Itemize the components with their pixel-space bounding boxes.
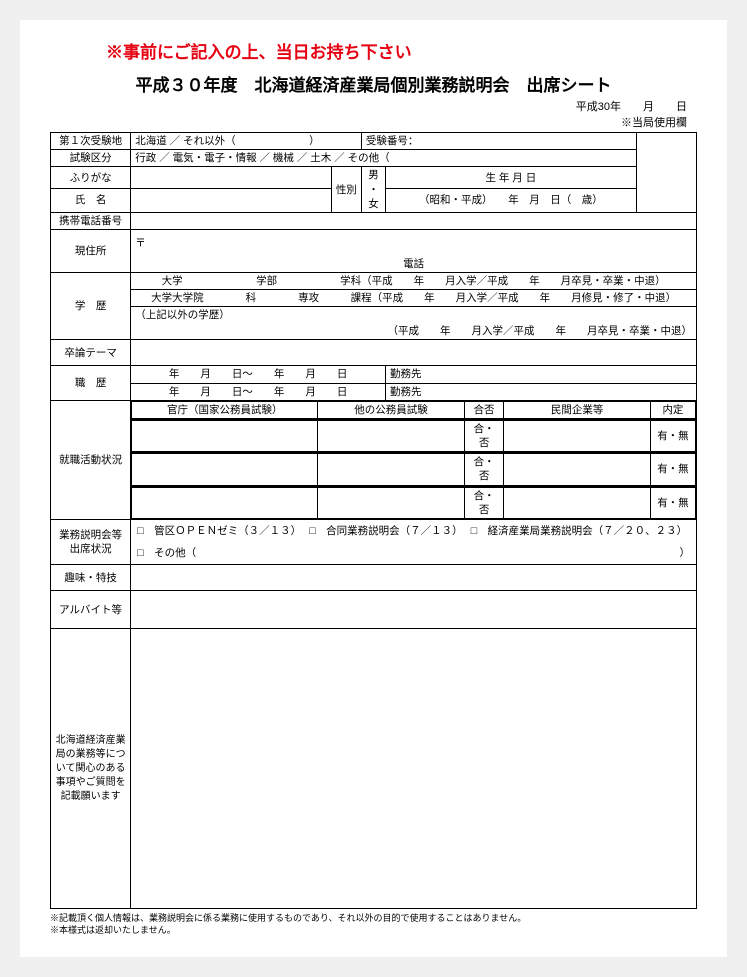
- name-label: 氏 名: [51, 188, 131, 212]
- interest-field[interactable]: [131, 629, 697, 909]
- jh-r1-c1[interactable]: [132, 420, 318, 451]
- thesis-field[interactable]: [131, 340, 697, 366]
- jh-r2-c5[interactable]: 有・無: [650, 454, 695, 485]
- work-place-2[interactable]: 勤務先: [385, 383, 696, 400]
- office-use-cell: [636, 133, 696, 213]
- jh-col2: 他の公務員試験: [318, 401, 465, 418]
- jh-col5: 内定: [650, 401, 695, 418]
- form-title: 平成３０年度 北海道経済産業局個別業務説明会 出席シート: [50, 71, 697, 96]
- jh-r3-c2[interactable]: [318, 487, 465, 518]
- dob-value[interactable]: （昭和・平成） 年 月 日（ 歳）: [385, 188, 636, 212]
- form-table: 第１次受験地 北海道 ／ それ以外（ ） 受験番号： 試験区分 行政 ／ 電気・…: [50, 132, 697, 909]
- jh-r2-c2[interactable]: [318, 454, 465, 485]
- edu-row-1[interactable]: 大学 学部 学科（平成 年 月入学／平成 年 月卒見・卒業・中退）: [131, 272, 697, 289]
- parttime-label: アルバイト等: [51, 591, 131, 629]
- phone-label: 携帯電話番号: [51, 212, 131, 229]
- thesis-label: 卒論テーマ: [51, 340, 131, 366]
- sem-opt-2[interactable]: □ 合同業務説明会（７／１３）: [309, 525, 457, 537]
- parttime-field[interactable]: [131, 591, 697, 629]
- jh-r3-c1[interactable]: [132, 487, 318, 518]
- jh-col4: 民間企業等: [504, 401, 651, 418]
- jobhunt-subtable: 官庁（国家公務員試験） 他の公務員試験 合否 民間企業等 内定: [131, 401, 696, 419]
- sex-label: 性別: [331, 167, 361, 213]
- exam-div-label: 試験区分: [51, 150, 131, 167]
- exam-area-label: 第１次受験地: [51, 133, 131, 150]
- sex-value[interactable]: 男 ・ 女: [361, 167, 385, 213]
- seminar-label: 業務説明会等出席状況: [51, 519, 131, 564]
- footer-line-1: ※記載頂く個人情報は、業務説明会に係る業務に使用するものであり、それ以外の目的で…: [50, 913, 697, 925]
- work-dates-1[interactable]: 年 月 日～ 年 月 日: [131, 366, 386, 383]
- edu-row-3b: （平成 年 月入学／平成 年 月卒見・卒業・中退）: [131, 323, 696, 339]
- jh-r3-c3[interactable]: 合・否: [464, 487, 503, 518]
- work-label: 職 歴: [51, 366, 131, 400]
- jh-r1-c5[interactable]: 有・無: [650, 420, 695, 451]
- interest-label: 北海道経済産業局の業務等について関心のある事項やご質問を記載願います: [51, 629, 131, 909]
- name-field[interactable]: [131, 188, 332, 212]
- sem-opt-3[interactable]: □ 経済産業局業務説明会（７／２０、２３）: [471, 525, 687, 537]
- jh-r1-c3[interactable]: 合・否: [464, 420, 503, 451]
- exam-area-value[interactable]: 北海道 ／ それ以外（ ）: [131, 133, 362, 150]
- edu-row-2[interactable]: 大学大学院 科 専攻 課程（平成 年 月入学／平成 年 月修見・修了・中退）: [131, 289, 697, 306]
- footer-note: ※記載頂く個人情報は、業務説明会に係る業務に使用するものであり、それ以外の目的で…: [50, 913, 697, 936]
- jh-col3: 合否: [464, 401, 503, 418]
- phone-field[interactable]: [131, 212, 697, 229]
- sem-opt-1[interactable]: □ 管区ＯＰＥＮゼミ（３／１３）: [137, 525, 296, 537]
- sem-close: ）: [680, 546, 691, 560]
- edu-row-3[interactable]: （上記以外の学歴） （平成 年 月入学／平成 年 月卒見・卒業・中退）: [131, 307, 697, 340]
- work-place-1[interactable]: 勤務先: [385, 366, 696, 383]
- office-use-note: ※当局使用欄: [50, 114, 687, 130]
- edu-row-3a: （上記以外の学歴）: [131, 307, 696, 323]
- sem-opt-4[interactable]: □ その他（: [137, 547, 196, 559]
- hobby-label: 趣味・特技: [51, 565, 131, 591]
- address-field[interactable]: 〒: [131, 230, 697, 256]
- address-label: 現住所: [51, 230, 131, 273]
- jh-r2-c1[interactable]: [132, 454, 318, 485]
- jh-r2-c4[interactable]: [504, 454, 651, 485]
- jobhunt-label: 就職活動状況: [51, 400, 131, 519]
- notice-text: ※事前にご記入の上、当日お持ち下さい: [106, 38, 697, 63]
- dob-label: 生 年 月 日: [385, 167, 636, 189]
- exam-div-value[interactable]: 行政 ／ 電気・電子・情報 ／ 機械 ／ 土木 ／ その他（: [131, 150, 637, 167]
- jh-r1-c2[interactable]: [318, 420, 465, 451]
- date-line: 平成30年 月 日: [50, 98, 687, 114]
- jh-r1-c4[interactable]: [504, 420, 651, 451]
- address-tel[interactable]: 電話: [131, 256, 697, 273]
- edu-label: 学 歴: [51, 272, 131, 340]
- jh-r3-c4[interactable]: [504, 487, 651, 518]
- exam-no-label[interactable]: 受験番号：: [361, 133, 636, 150]
- furigana-field[interactable]: [131, 167, 332, 189]
- hobby-field[interactable]: [131, 565, 697, 591]
- furigana-label: ふりがな: [51, 167, 131, 189]
- work-dates-2[interactable]: 年 月 日～ 年 月 日: [131, 383, 386, 400]
- jh-col1: 官庁（国家公務員試験）: [132, 401, 318, 418]
- jh-r3-c5[interactable]: 有・無: [650, 487, 695, 518]
- jh-r2-c3[interactable]: 合・否: [464, 454, 503, 485]
